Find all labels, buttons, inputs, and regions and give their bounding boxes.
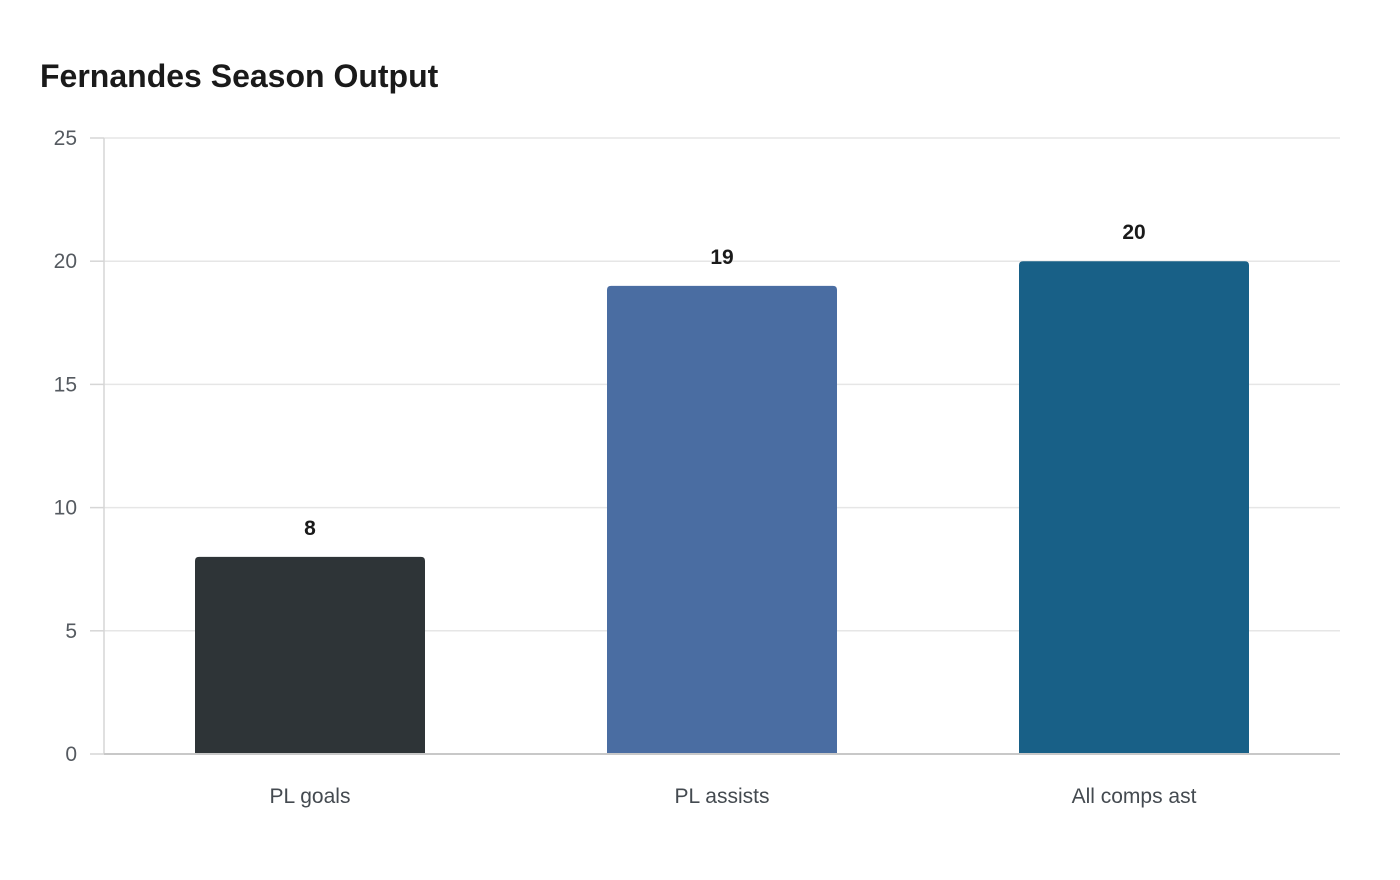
bars	[195, 261, 1249, 754]
value-label: 20	[1122, 221, 1145, 244]
x-tick-label: All comps ast	[1072, 785, 1197, 808]
chart-title: Fernandes Season Output	[40, 58, 439, 94]
value-label: 19	[710, 246, 733, 269]
axes: 0 5 10 15 20 25	[54, 127, 1340, 766]
x-tick-label: PL goals	[270, 785, 351, 808]
bar-2	[607, 285, 837, 754]
y-tick-label: 5	[65, 620, 77, 643]
y-tick-label: 10	[54, 497, 77, 520]
y-tick-label: 15	[54, 373, 77, 396]
y-tick-label: 20	[54, 250, 77, 273]
labels: 8 PL goals 19 PL assists 20 All comps ast	[270, 221, 1197, 808]
bar-3	[1019, 261, 1249, 754]
y-tick-label: 0	[65, 743, 77, 766]
x-tick-label: PL assists	[675, 785, 770, 808]
value-label: 8	[304, 517, 316, 540]
bar-1	[195, 556, 425, 754]
y-tick-label: 25	[54, 127, 77, 150]
